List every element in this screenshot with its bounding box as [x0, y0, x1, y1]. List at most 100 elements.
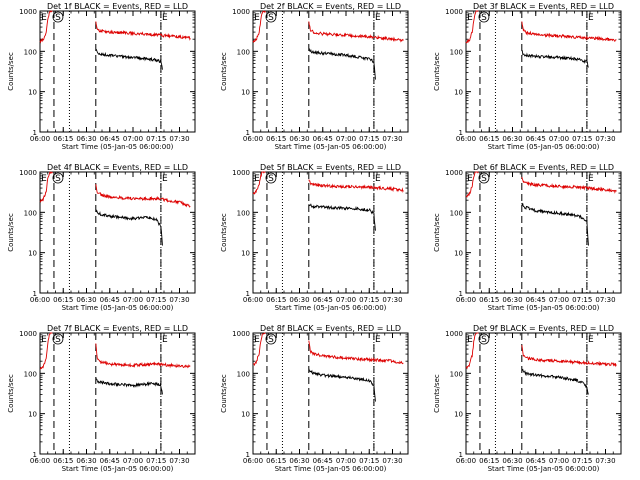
x-tick-label: 06:30	[289, 457, 309, 465]
y-axis-caption: Counts/sec	[220, 52, 228, 91]
events-series-line	[95, 48, 163, 70]
x-tick-label: 06:45	[526, 296, 546, 304]
lld-series-line	[308, 179, 404, 193]
x-tick-label: 06:30	[502, 296, 522, 304]
x-tick-label: 06:15	[53, 296, 73, 304]
x-tick-label: 06:15	[479, 296, 499, 304]
plot-frame	[39, 332, 196, 455]
panel-title: Det 6f BLACK = Events, RED = LLD	[473, 163, 614, 172]
y-tick-label: 10	[28, 89, 37, 97]
marker-circle	[52, 333, 64, 345]
marker-label: E	[162, 335, 168, 345]
y-tick-label: 100	[24, 209, 37, 217]
lld-series-line	[521, 345, 617, 368]
y-tick-label: 100	[237, 48, 250, 56]
detector-panel: Det 8f BLACK = Events, RED = LLD 1 10 100 10…	[220, 324, 409, 473]
y-tick-label: 10	[28, 250, 37, 258]
marker-label: S	[268, 174, 274, 184]
y-tick-label: 1	[33, 290, 37, 298]
x-tick-label: 06:30	[502, 457, 522, 465]
y-tick-label: 1	[459, 129, 463, 137]
x-tick-label: 06:00	[243, 135, 263, 143]
marker-label: E	[162, 13, 168, 23]
y-axis-caption: Counts/sec	[433, 374, 441, 413]
lld-series-line	[252, 332, 266, 367]
lld-series-line	[252, 10, 266, 44]
x-tick-label: 06:00	[456, 296, 476, 304]
panel-title: Det 9f BLACK = Events, RED = LLD	[473, 324, 614, 333]
x-tick-label: 07:00	[549, 135, 569, 143]
marker-label: E	[375, 335, 381, 345]
y-tick-label: 10	[454, 89, 463, 97]
events-series-line	[308, 203, 376, 231]
x-tick-label: 06:45	[313, 457, 333, 465]
plot-frame	[465, 332, 622, 455]
x-tick-label: 07:00	[549, 296, 569, 304]
marker-label: E	[254, 13, 260, 23]
x-tick-label: 06:45	[100, 457, 120, 465]
marker-label: E	[467, 335, 473, 345]
y-tick-label: 10	[454, 250, 463, 258]
y-tick-label: 1	[246, 451, 250, 459]
x-axis-caption: Start Time (05-Jan-05 06:00:00)	[62, 304, 174, 312]
x-axis-caption: Start Time (05-Jan-05 06:00:00)	[275, 465, 387, 473]
panel-title: Det 2f BLACK = Events, RED = LLD	[260, 2, 401, 11]
x-axis-caption: Start Time (05-Jan-05 06:00:00)	[275, 304, 387, 312]
y-tick-label: 1000	[232, 330, 250, 338]
x-axis-caption: Start Time (05-Jan-05 06:00:00)	[62, 143, 174, 151]
lld-series-line	[308, 21, 404, 43]
x-axis-caption: Start Time (05-Jan-05 06:00:00)	[488, 304, 600, 312]
panel-title: Det 7f BLACK = Events, RED = LLD	[47, 324, 188, 333]
plot-frame	[252, 171, 409, 294]
marker-label: E	[162, 174, 168, 184]
lld-series-line	[521, 21, 617, 42]
marker-label: E	[588, 335, 594, 345]
plot-frame	[465, 10, 622, 133]
panel-title: Det 4f BLACK = Events, RED = LLD	[47, 163, 188, 172]
x-axis-caption: Start Time (05-Jan-05 06:00:00)	[62, 465, 174, 473]
marker-label: S	[55, 13, 61, 23]
x-tick-label: 06:15	[53, 457, 73, 465]
x-tick-label: 07:30	[382, 457, 402, 465]
x-tick-label: 07:15	[572, 457, 592, 465]
x-tick-label: 06:00	[456, 135, 476, 143]
marker-label: S	[481, 174, 487, 184]
marker-label: S	[55, 174, 61, 184]
y-tick-label: 1	[459, 290, 463, 298]
detector-panel: Det 9f BLACK = Events, RED = LLD 1 10 100 10…	[433, 324, 622, 473]
plot-frame	[252, 332, 409, 455]
y-tick-label: 10	[241, 250, 250, 258]
marker-label: E	[254, 335, 260, 345]
marker-label: S	[268, 13, 274, 23]
lld-series-line	[465, 10, 479, 44]
panel-title: Det 3f BLACK = Events, RED = LLD	[473, 2, 614, 11]
y-tick-label: 10	[241, 89, 250, 97]
events-series-line	[95, 209, 163, 246]
detector-panel: Det 3f BLACK = Events, RED = LLD 1 10 100 10…	[433, 2, 622, 151]
marker-circle	[265, 333, 277, 345]
detector-panel: Det 6f BLACK = Events, RED = LLD 1 10 100 10…	[433, 163, 622, 312]
y-tick-label: 1000	[232, 169, 250, 177]
panel-title: Det 1f BLACK = Events, RED = LLD	[47, 2, 188, 11]
x-tick-label: 07:00	[123, 296, 143, 304]
x-tick-label: 06:15	[479, 457, 499, 465]
x-tick-label: 06:30	[76, 296, 96, 304]
lld-series-line	[39, 171, 53, 203]
y-tick-label: 1	[459, 451, 463, 459]
x-axis-caption: Start Time (05-Jan-05 06:00:00)	[275, 143, 387, 151]
marker-label: S	[268, 335, 274, 345]
x-tick-label: 07:15	[146, 135, 166, 143]
x-tick-label: 07:15	[572, 135, 592, 143]
x-tick-label: 06:00	[456, 457, 476, 465]
marker-circle	[265, 11, 277, 23]
events-series-line	[521, 49, 589, 68]
y-axis-caption: Counts/sec	[220, 213, 228, 252]
x-tick-label: 06:30	[289, 135, 309, 143]
x-tick-label: 06:15	[266, 296, 286, 304]
y-tick-label: 10	[241, 411, 250, 419]
x-tick-label: 06:15	[266, 135, 286, 143]
x-tick-label: 06:45	[526, 457, 546, 465]
y-tick-label: 1000	[445, 330, 463, 338]
plot-frame	[252, 10, 409, 133]
lld-series-line	[95, 343, 191, 369]
